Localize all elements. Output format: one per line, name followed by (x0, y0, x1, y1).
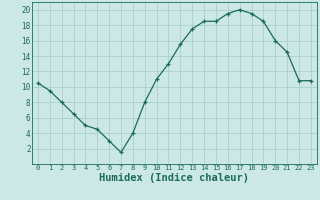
X-axis label: Humidex (Indice chaleur): Humidex (Indice chaleur) (100, 173, 249, 183)
